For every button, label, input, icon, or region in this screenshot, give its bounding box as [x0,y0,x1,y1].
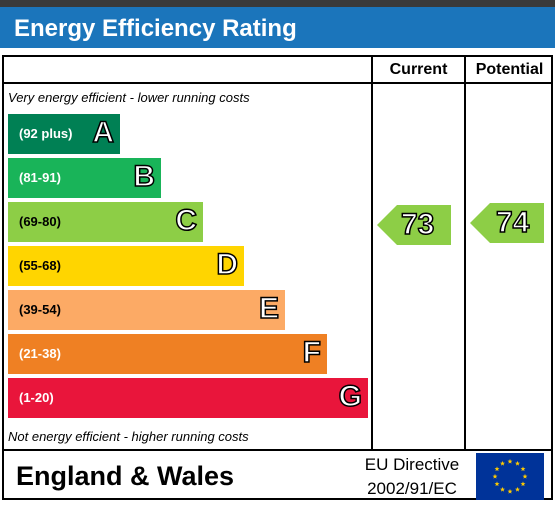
potential-column-header: Potential [475,61,544,78]
band-letter: F [302,335,322,370]
band-b: (81-91) B [8,158,161,198]
title-bar: Energy Efficiency Rating [0,7,555,48]
eu-star [515,486,520,492]
band-range-label: (55-68) [19,258,61,273]
header-row-divider [2,82,553,84]
band-d: (55-68) D [8,246,244,286]
current-column-header: Current [389,61,448,78]
band-range-label: (21-38) [19,346,61,361]
directive-line-1: EU Directive [364,455,460,474]
band-letter: C [175,203,198,238]
current-rating-value: 73 [400,207,435,242]
eu-star [507,458,513,464]
band-range-label: (1-20) [19,390,54,405]
band-range-label: (69-80) [19,214,61,229]
note-inefficient: Not energy efficient - higher running co… [8,429,249,444]
top-strip [0,0,555,7]
band-letter: D [216,247,239,282]
band-f: (21-38) F [8,334,327,374]
band-letter: A [92,115,115,150]
column-divider-potential [464,55,466,451]
column-divider-current [371,55,373,451]
band-range-label: (39-54) [19,302,61,317]
eu-star [500,486,505,492]
potential-rating-value: 74 [495,205,530,240]
band-e: (39-54) E [8,290,285,330]
band-letter: B [133,159,156,194]
eu-star [494,481,500,487]
chart-title: Energy Efficiency Rating [14,15,297,42]
band-a: (92 plus) A [8,114,120,154]
band-g: (1-20) G [8,378,368,418]
eu-star [522,473,528,479]
note-efficient: Very energy efficient - lower running co… [8,90,250,105]
eu-flag-icon [476,453,544,500]
band-c: (69-80) C [8,202,203,242]
eu-star [520,481,526,487]
eu-star [492,473,498,479]
eu-star [520,466,526,472]
current-rating-arrow: 73 [377,205,451,245]
eu-star [500,460,505,466]
band-range-label: (92 plus) [19,126,73,141]
potential-arrow-shape [470,203,544,243]
directive-line-2: 2002/91/EC [367,479,457,498]
eu-star [515,460,520,466]
footer-row-divider [2,449,553,451]
band-letter: G [338,379,363,414]
band-range-label: (81-91) [19,170,61,185]
potential-rating-arrow: 74 [470,203,544,243]
region-label: England & Wales [16,461,235,491]
eu-star [507,488,513,494]
eu-star [494,466,500,472]
rating-table [2,55,553,500]
band-letter: E [258,291,280,326]
current-arrow-shape [377,205,451,245]
